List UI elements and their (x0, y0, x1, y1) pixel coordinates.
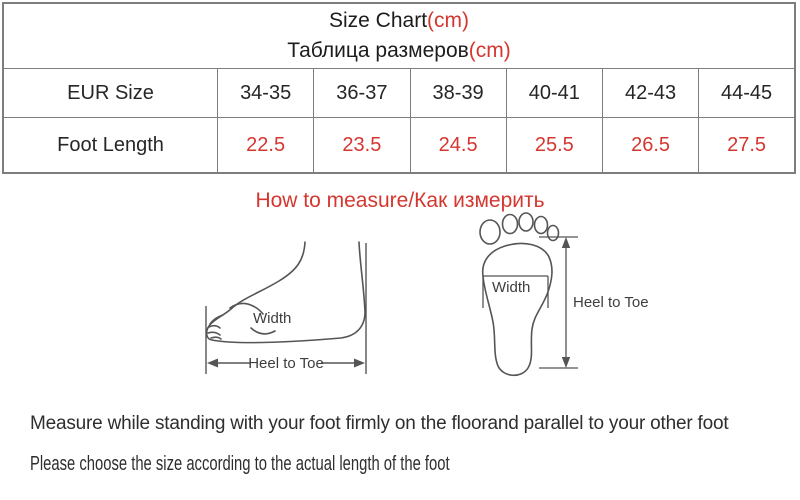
arrowhead-up (561, 237, 571, 248)
footprint-top-view-diagram: Width Heel to Toe (455, 212, 675, 392)
chart-subtitle-text: Таблица размеров (287, 39, 469, 62)
size-chart-table: Size Chart(cm) Таблица размеров(cm) EUR … (2, 2, 796, 174)
foot-length-value: 23.5 (313, 117, 411, 174)
chart-title-text: Size Chart (328, 9, 428, 32)
table-title-cell: Size Chart(cm) Таблица размеров(cm) (2, 2, 796, 69)
fourth-toe (533, 215, 549, 235)
chart-subtitle: Таблица размеров(cm) (4, 36, 794, 66)
foot-length-value: 24.5 (409, 117, 507, 174)
size-choice-note: Please choose the size according to the … (30, 453, 450, 475)
chart-subtitle-unit: (cm) (468, 39, 511, 62)
instep-arc (229, 302, 264, 315)
arrowhead-down (561, 357, 571, 368)
foot-side-view-diagram: Width Heel to Toe (193, 218, 398, 396)
second-toe (501, 213, 519, 235)
footprint-drawing: Width Heel to Toe (479, 212, 649, 377)
eur-size-value: 42-43 (601, 68, 700, 118)
chart-title: Size Chart(cm) (4, 6, 794, 36)
foot-length-value: 27.5 (698, 117, 796, 174)
foot-length-row: Foot Length 22.5 23.5 24.5 25.5 26.5 27.… (2, 117, 796, 174)
toe-lines (207, 314, 224, 340)
arrowhead-left (207, 358, 218, 368)
foot-length-value: 26.5 (601, 117, 700, 174)
footprint-sole-outline (481, 242, 553, 377)
top-heel-to-toe-label: Heel to Toe (573, 294, 649, 311)
middle-toe (518, 212, 534, 232)
eur-size-value: 34-35 (217, 68, 315, 118)
top-width-label: Width (492, 279, 530, 296)
side-heel-to-toe-label: Heel to Toe (248, 355, 324, 372)
eur-size-value: 36-37 (313, 68, 411, 118)
foot-length-header: Foot Length (2, 117, 219, 174)
foot-length-value: 22.5 (217, 117, 315, 174)
eur-size-row: EUR Size 34-35 36-37 38-39 40-41 42-43 4… (2, 68, 796, 118)
side-width-label: Width (253, 310, 291, 327)
big-toe (479, 219, 501, 245)
ball-crease-arc (250, 327, 276, 335)
foot-side-view-drawing: Width Heel to Toe (205, 241, 367, 374)
how-to-measure-heading: How to measure/Как измерить (255, 189, 545, 212)
arrowhead-right (354, 358, 365, 368)
measure-instruction-note: Measure while standing with your foot fi… (30, 413, 729, 434)
little-toe (546, 224, 560, 242)
foot-length-value: 25.5 (505, 117, 603, 174)
eur-size-header: EUR Size (2, 68, 219, 118)
eur-size-value: 38-39 (409, 68, 507, 118)
foot-side-outline (205, 241, 366, 344)
table-title-row: Size Chart(cm) Таблица размеров(cm) (2, 2, 796, 69)
eur-size-value: 40-41 (505, 68, 603, 118)
chart-title-unit: (cm) (427, 9, 470, 32)
eur-size-value: 44-45 (698, 68, 796, 118)
